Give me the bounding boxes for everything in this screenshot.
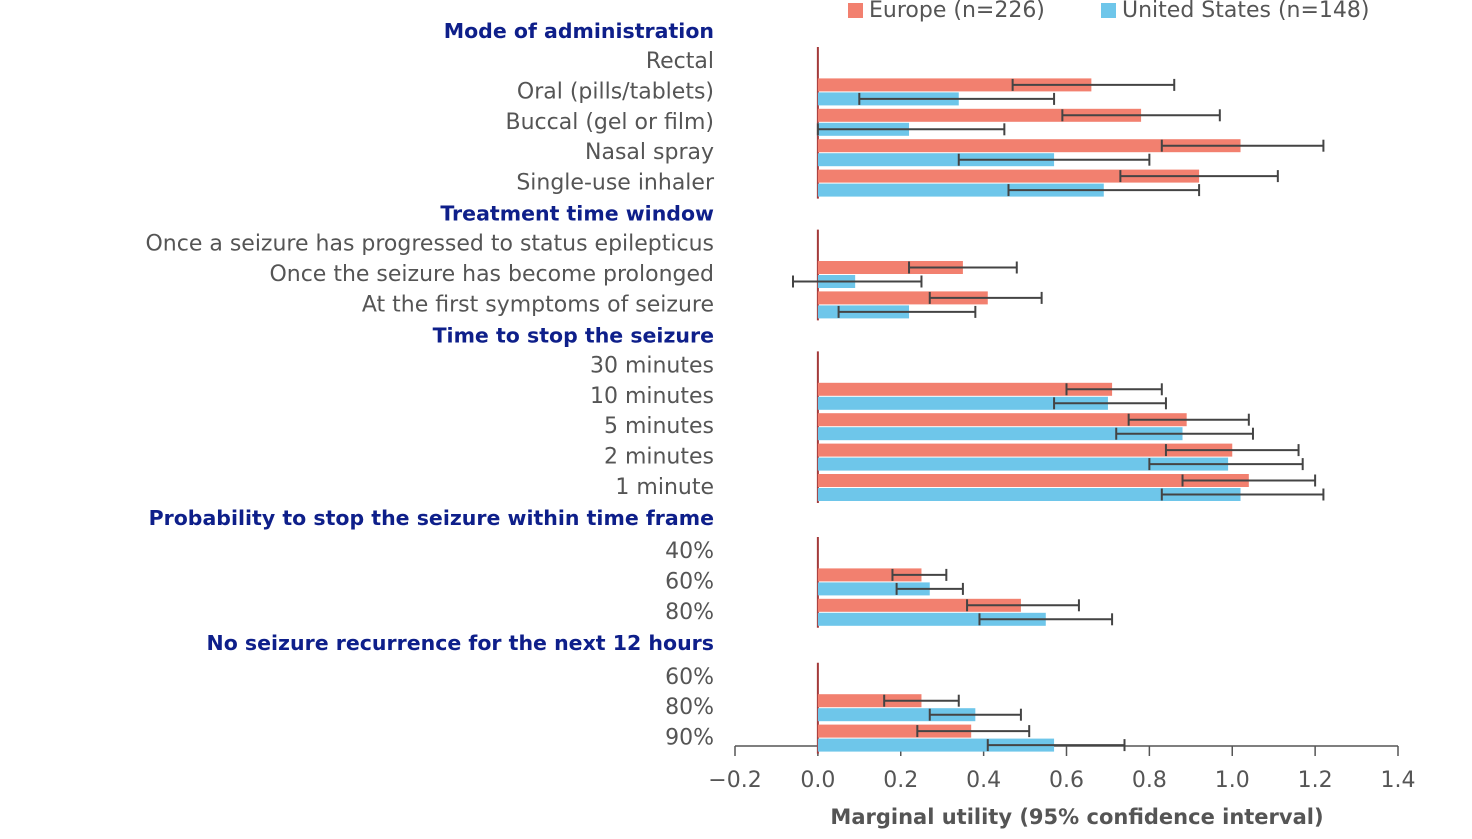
x-tick-label: 1.4 [1381,768,1416,793]
bar [817,396,1108,410]
group-title: Mode of administration [444,19,714,43]
x-tick-label: −0.2 [708,768,761,793]
category-label: 80% [665,695,714,720]
bar [817,291,988,305]
category-label: Once the seizure has become prolonged [269,262,714,287]
bar [817,474,1249,487]
x-tick-label: 0.4 [966,768,1001,793]
x-tick-label: 0.2 [883,768,918,793]
bar [817,724,972,738]
bar [817,457,1229,471]
category-label: Once a seizure has progressed to status … [145,232,714,257]
category-label: 5 minutes [604,414,714,439]
category-label: Nasal spray [585,140,714,165]
bar [817,108,1142,122]
bar [817,694,922,708]
category-label: 80% [665,600,714,625]
category-label: 30 minutes [590,353,714,378]
bar [817,582,930,596]
category-label: Buccal (gel or film) [506,110,714,135]
x-tick-label: 0.6 [1049,768,1084,793]
bar [817,413,1187,427]
category-label: 60% [665,665,714,690]
category-label: 60% [665,569,714,594]
category-label: 10 minutes [590,384,714,409]
bar [817,427,1183,441]
bar [817,568,922,582]
category-label: Oral (pills/tablets) [517,79,714,104]
category-label: Single-use inhaler [516,171,715,196]
bar [817,78,1092,92]
x-tick-label: 1.0 [1215,768,1250,793]
bar [817,598,1021,612]
group-title: Probability to stop the seizure within t… [149,506,714,530]
bar [817,382,1113,396]
group-title: No seizure recurrence for the next 12 ho… [207,631,714,655]
category-label: 2 minutes [604,445,714,470]
bar [817,738,1055,752]
bar [817,169,1200,183]
category-label: 40% [665,539,714,564]
category-label: Rectal [646,49,714,74]
bar [817,443,1233,457]
group-title: Treatment time window [440,202,714,226]
bar [817,612,1046,626]
legend-swatch [1101,3,1116,18]
x-axis-title: Marginal utility (95% confidence interva… [830,805,1323,829]
x-tick-label: 1.2 [1298,768,1333,793]
category-label: 1 minute [615,475,714,500]
x-tick-label: 0.8 [1132,768,1167,793]
legend-label: United States (n=148) [1122,0,1370,23]
category-label: 90% [665,726,714,751]
bar [817,139,1241,153]
x-tick-label: 0.0 [800,768,835,793]
bar [817,708,976,722]
bar [817,261,963,274]
bar [817,183,1104,197]
bar [817,153,1055,167]
legend-swatch [848,3,863,18]
bar [817,488,1241,501]
category-label: At the first symptoms of seizure [362,292,714,317]
group-title: Time to stop the seizure [433,323,714,347]
legend-label: Europe (n=226) [869,0,1045,23]
